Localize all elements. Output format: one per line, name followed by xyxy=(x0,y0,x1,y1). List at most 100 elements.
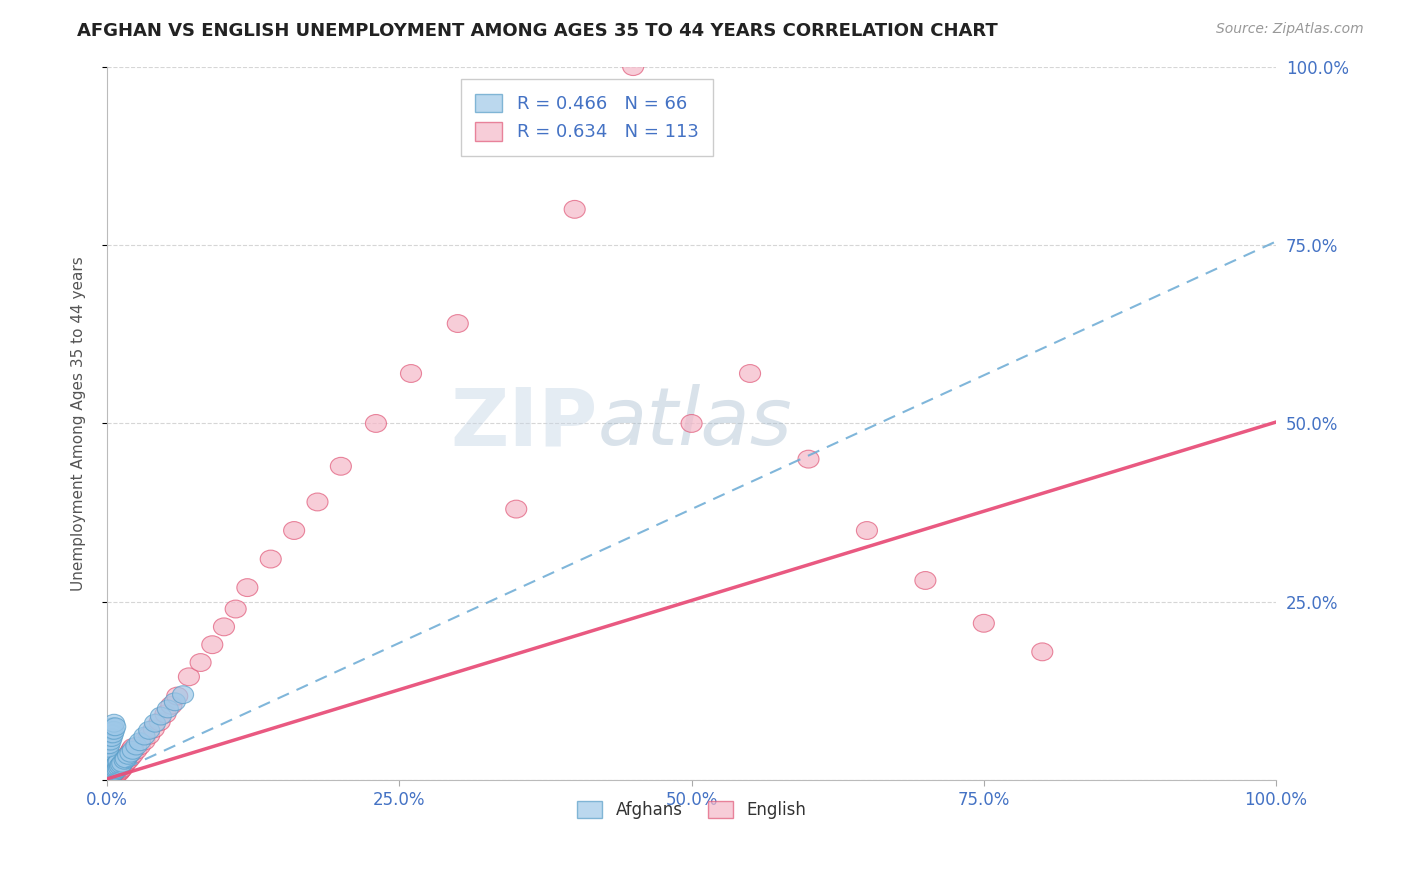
Ellipse shape xyxy=(98,769,118,787)
Ellipse shape xyxy=(101,761,122,779)
Ellipse shape xyxy=(111,755,132,772)
Ellipse shape xyxy=(100,750,121,768)
Ellipse shape xyxy=(103,765,124,783)
Ellipse shape xyxy=(104,718,125,736)
Ellipse shape xyxy=(98,743,118,761)
Ellipse shape xyxy=(115,750,136,768)
Ellipse shape xyxy=(110,762,131,780)
Ellipse shape xyxy=(125,737,146,755)
Ellipse shape xyxy=(104,766,125,784)
Ellipse shape xyxy=(98,729,120,747)
Ellipse shape xyxy=(100,754,121,772)
Ellipse shape xyxy=(401,365,422,383)
Ellipse shape xyxy=(149,713,170,731)
Ellipse shape xyxy=(98,757,118,775)
Y-axis label: Unemployment Among Ages 35 to 44 years: Unemployment Among Ages 35 to 44 years xyxy=(72,256,86,591)
Ellipse shape xyxy=(115,749,136,767)
Ellipse shape xyxy=(108,758,129,776)
Ellipse shape xyxy=(105,761,127,779)
Ellipse shape xyxy=(104,763,125,780)
Ellipse shape xyxy=(98,769,120,787)
Ellipse shape xyxy=(447,315,468,333)
Ellipse shape xyxy=(122,741,143,759)
Ellipse shape xyxy=(104,764,125,781)
Ellipse shape xyxy=(115,754,136,772)
Ellipse shape xyxy=(100,764,121,782)
Ellipse shape xyxy=(98,765,120,783)
Ellipse shape xyxy=(100,732,121,750)
Ellipse shape xyxy=(108,753,129,771)
Ellipse shape xyxy=(165,693,186,711)
Ellipse shape xyxy=(107,755,128,772)
Ellipse shape xyxy=(121,740,142,758)
Ellipse shape xyxy=(101,757,122,775)
Ellipse shape xyxy=(307,493,328,511)
Ellipse shape xyxy=(120,743,141,761)
Ellipse shape xyxy=(101,766,122,784)
Ellipse shape xyxy=(98,756,120,774)
Ellipse shape xyxy=(129,737,150,755)
Ellipse shape xyxy=(225,600,246,618)
Ellipse shape xyxy=(104,757,125,775)
Ellipse shape xyxy=(105,760,127,778)
Ellipse shape xyxy=(98,747,120,764)
Ellipse shape xyxy=(98,747,118,764)
Ellipse shape xyxy=(98,761,120,779)
Ellipse shape xyxy=(366,415,387,433)
Ellipse shape xyxy=(103,761,124,779)
Ellipse shape xyxy=(101,761,122,779)
Ellipse shape xyxy=(98,756,118,773)
Ellipse shape xyxy=(98,750,118,768)
Ellipse shape xyxy=(506,500,527,518)
Ellipse shape xyxy=(122,739,143,756)
Text: ZIP: ZIP xyxy=(451,384,598,462)
Ellipse shape xyxy=(103,725,124,743)
Ellipse shape xyxy=(103,764,124,782)
Ellipse shape xyxy=(110,756,131,774)
Ellipse shape xyxy=(103,754,124,772)
Ellipse shape xyxy=(915,572,936,590)
Text: AFGHAN VS ENGLISH UNEMPLOYMENT AMONG AGES 35 TO 44 YEARS CORRELATION CHART: AFGHAN VS ENGLISH UNEMPLOYMENT AMONG AGE… xyxy=(77,22,998,40)
Ellipse shape xyxy=(107,764,128,782)
Ellipse shape xyxy=(118,747,139,764)
Ellipse shape xyxy=(330,458,352,475)
Ellipse shape xyxy=(114,751,135,769)
Ellipse shape xyxy=(98,770,118,788)
Ellipse shape xyxy=(100,768,121,786)
Ellipse shape xyxy=(107,760,128,778)
Legend: Afghans, English: Afghans, English xyxy=(571,794,813,825)
Text: Source: ZipAtlas.com: Source: ZipAtlas.com xyxy=(1216,22,1364,37)
Ellipse shape xyxy=(107,759,128,777)
Ellipse shape xyxy=(104,762,125,780)
Ellipse shape xyxy=(100,725,121,743)
Ellipse shape xyxy=(681,415,702,433)
Ellipse shape xyxy=(129,733,150,751)
Ellipse shape xyxy=(125,741,146,759)
Ellipse shape xyxy=(98,754,118,772)
Ellipse shape xyxy=(101,722,122,739)
Ellipse shape xyxy=(108,758,129,776)
Ellipse shape xyxy=(179,668,200,686)
Text: atlas: atlas xyxy=(598,384,793,462)
Ellipse shape xyxy=(101,768,122,786)
Ellipse shape xyxy=(134,732,155,750)
Ellipse shape xyxy=(110,757,131,775)
Ellipse shape xyxy=(100,757,121,775)
Ellipse shape xyxy=(103,767,124,785)
Ellipse shape xyxy=(98,736,120,754)
Ellipse shape xyxy=(107,758,128,776)
Ellipse shape xyxy=(101,764,122,782)
Ellipse shape xyxy=(108,757,129,775)
Ellipse shape xyxy=(98,765,118,783)
Ellipse shape xyxy=(118,747,139,764)
Ellipse shape xyxy=(101,729,122,747)
Ellipse shape xyxy=(98,754,120,772)
Ellipse shape xyxy=(98,762,118,780)
Ellipse shape xyxy=(118,745,139,763)
Ellipse shape xyxy=(100,755,121,772)
Ellipse shape xyxy=(120,744,141,762)
Ellipse shape xyxy=(98,755,118,772)
Ellipse shape xyxy=(740,365,761,383)
Ellipse shape xyxy=(98,752,120,770)
Ellipse shape xyxy=(214,618,235,636)
